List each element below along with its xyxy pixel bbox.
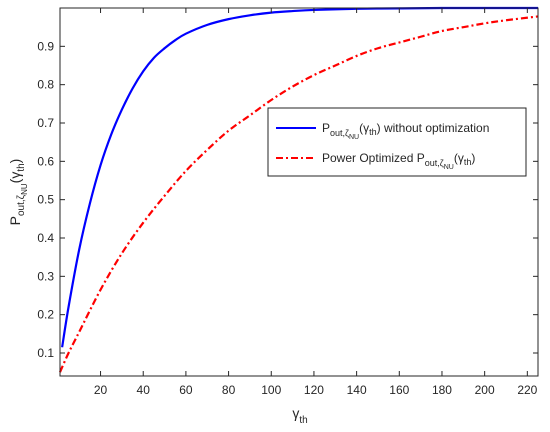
y-tick-label: 0.4 [37, 231, 54, 245]
x-tick-label: 200 [475, 383, 495, 397]
x-tick-label: 100 [261, 383, 281, 397]
x-tick-label: 60 [179, 383, 193, 397]
x-tick-label: 20 [94, 383, 108, 397]
y-tick-label: 0.2 [37, 308, 54, 322]
x-tick-label: 160 [389, 383, 409, 397]
legend: Pout,ζNU(γth) without optimization Power… [267, 107, 527, 177]
x-tick-label: 180 [432, 383, 452, 397]
y-tick-label: 0.3 [37, 269, 54, 283]
plot-area-frame [59, 7, 539, 377]
y-tick-label: 0.6 [37, 154, 54, 168]
legend-entry-series-2: Power Optimized Pout,ζNU(γth) [322, 151, 475, 171]
y-tick-label: 0.7 [37, 116, 54, 130]
x-tick-label: 120 [304, 383, 324, 397]
x-axis-label: γth [292, 405, 307, 426]
x-tick-label: 220 [517, 383, 537, 397]
x-tick-label: 140 [347, 383, 367, 397]
y-tick-label: 0.8 [37, 78, 54, 92]
x-tick-label: 80 [222, 383, 236, 397]
x-tick-label: 40 [137, 383, 151, 397]
y-tick-label: 0.9 [37, 39, 54, 53]
y-tick-label: 0.1 [37, 346, 54, 360]
y-tick-label: 0.5 [37, 193, 54, 207]
y-axis-label: Pout,ζNU(γth) [7, 159, 29, 226]
legend-entry-series-1: Pout,ζNU(γth) without optimization [322, 121, 489, 141]
series-line-without-optimization [61, 6, 538, 348]
series-line-power-optimized [58, 15, 539, 373]
